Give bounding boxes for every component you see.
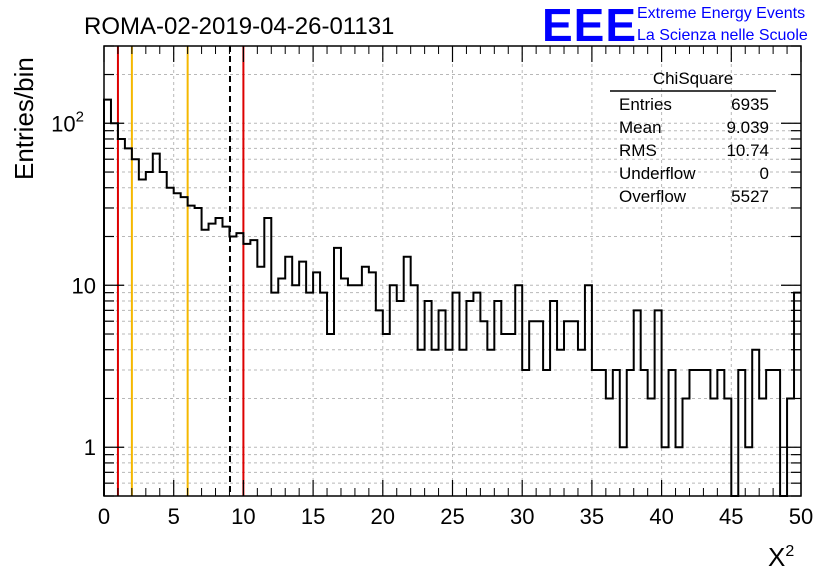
x-tick-label: 40 — [649, 504, 673, 529]
chart-title: ROMA-02-2019-04-26-01131 — [84, 13, 394, 40]
reference-lines — [116, 46, 245, 496]
y-tick-label: 102 — [51, 108, 84, 136]
x-tick-label: 30 — [510, 504, 534, 529]
y-tick-labels: 1 10 102 — [51, 108, 96, 460]
eee-logo: EEE Extreme Energy Events La Scienza nel… — [542, 0, 808, 51]
stats-row-label: Entries — [619, 95, 672, 114]
x-tick-label: 5 — [168, 504, 180, 529]
x-tick-labels: 0 5 10 15 20 25 30 35 40 45 50 — [98, 504, 813, 529]
grid-lines — [103, 45, 802, 497]
x-tick-label: 20 — [371, 504, 395, 529]
x-tick-label: 10 — [231, 504, 255, 529]
y-axis-title: Entries/bin — [9, 57, 39, 180]
stats-row-value: 6935 — [731, 95, 769, 114]
x-tick-label: 35 — [580, 504, 604, 529]
axis-ticks — [103, 45, 802, 497]
stats-box: ChiSquare Entries 6935 Mean 9.039 RMS 10.74 Un… — [610, 69, 776, 206]
y-tick-label: 1 — [84, 435, 96, 460]
x-tick-label: 45 — [719, 504, 743, 529]
eee-logo-line2: La Scienza nelle Scuole — [637, 27, 808, 44]
eee-logo-line1: Extreme Energy Events — [637, 5, 805, 22]
stats-row-value: 9.039 — [726, 118, 769, 137]
x-tick-label: 25 — [440, 504, 464, 529]
stats-row-value: 10.74 — [726, 141, 769, 160]
x-tick-label: 15 — [301, 504, 325, 529]
stats-row-label: Mean — [619, 118, 662, 137]
x-tick-label: 0 — [98, 504, 110, 529]
y-tick-label: 10 — [72, 273, 96, 298]
stats-box-rows: Entries 6935 Mean 9.039 RMS 10.74 Underflow 0 Ov… — [619, 95, 769, 206]
stats-row-label: RMS — [619, 141, 657, 160]
x-tick-label: 50 — [789, 504, 813, 529]
stats-row-value: 5527 — [731, 187, 769, 206]
eee-logo-mark: EEE — [542, 0, 637, 51]
stats-row-label: Overflow — [619, 187, 687, 206]
x-axis-title: X2 — [768, 542, 794, 572]
stats-row-value: 0 — [760, 164, 769, 183]
stats-row-label: Underflow — [619, 164, 696, 183]
stats-box-title: ChiSquare — [653, 69, 733, 88]
histogram-outline — [103, 98, 801, 497]
